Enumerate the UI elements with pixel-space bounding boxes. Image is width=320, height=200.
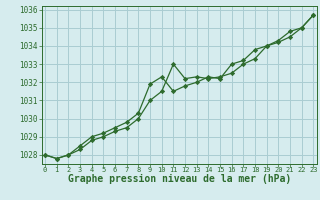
- X-axis label: Graphe pression niveau de la mer (hPa): Graphe pression niveau de la mer (hPa): [68, 174, 291, 184]
